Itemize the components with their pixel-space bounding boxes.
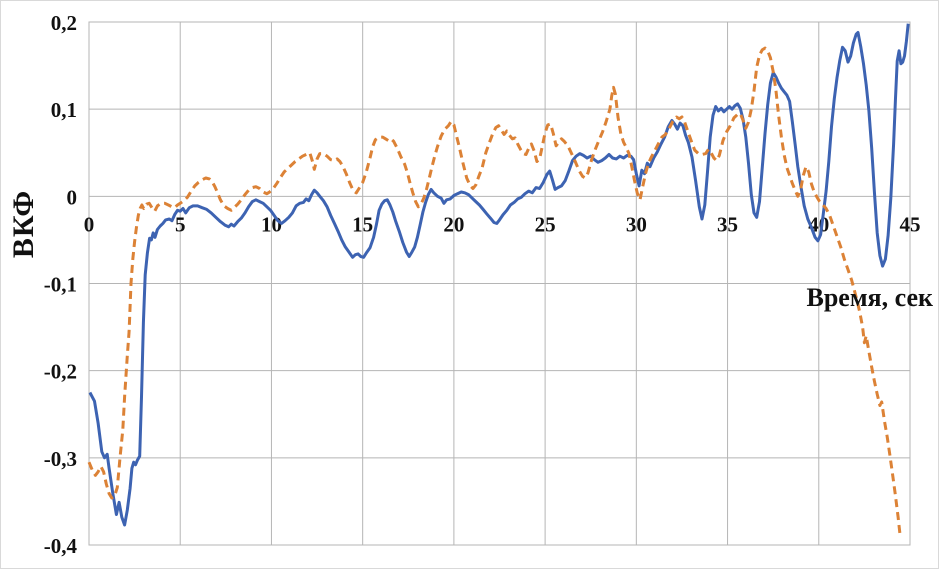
x-axis-title: Время, сек [806,283,934,312]
x-tick-label: 20 [443,212,464,236]
dashed-orange-line [87,46,902,535]
x-tick-label: 0 [84,212,95,236]
y-axis-title: ВКФ [7,189,40,259]
y-tick-label: -0,3 [44,447,77,471]
y-tick-label: -0,2 [44,360,77,384]
y-tick-label: 0 [67,185,78,209]
x-tick-label: 25 [535,212,556,236]
plot-border [88,21,911,546]
y-tick-label: -0,4 [44,534,78,558]
x-tick-label: 35 [717,212,738,236]
y-tick-label: 0,2 [51,11,77,35]
x-tick-label: 30 [626,212,647,236]
x-tick-label: 15 [352,212,373,236]
x-tick-label: 45 [900,212,921,236]
solid-blue-line [88,23,910,527]
y-tick-label: 0,1 [51,98,77,122]
y-tick-label: -0,1 [44,273,77,297]
x-tick-label: 5 [175,212,186,236]
x-tick-label: 10 [261,212,282,236]
